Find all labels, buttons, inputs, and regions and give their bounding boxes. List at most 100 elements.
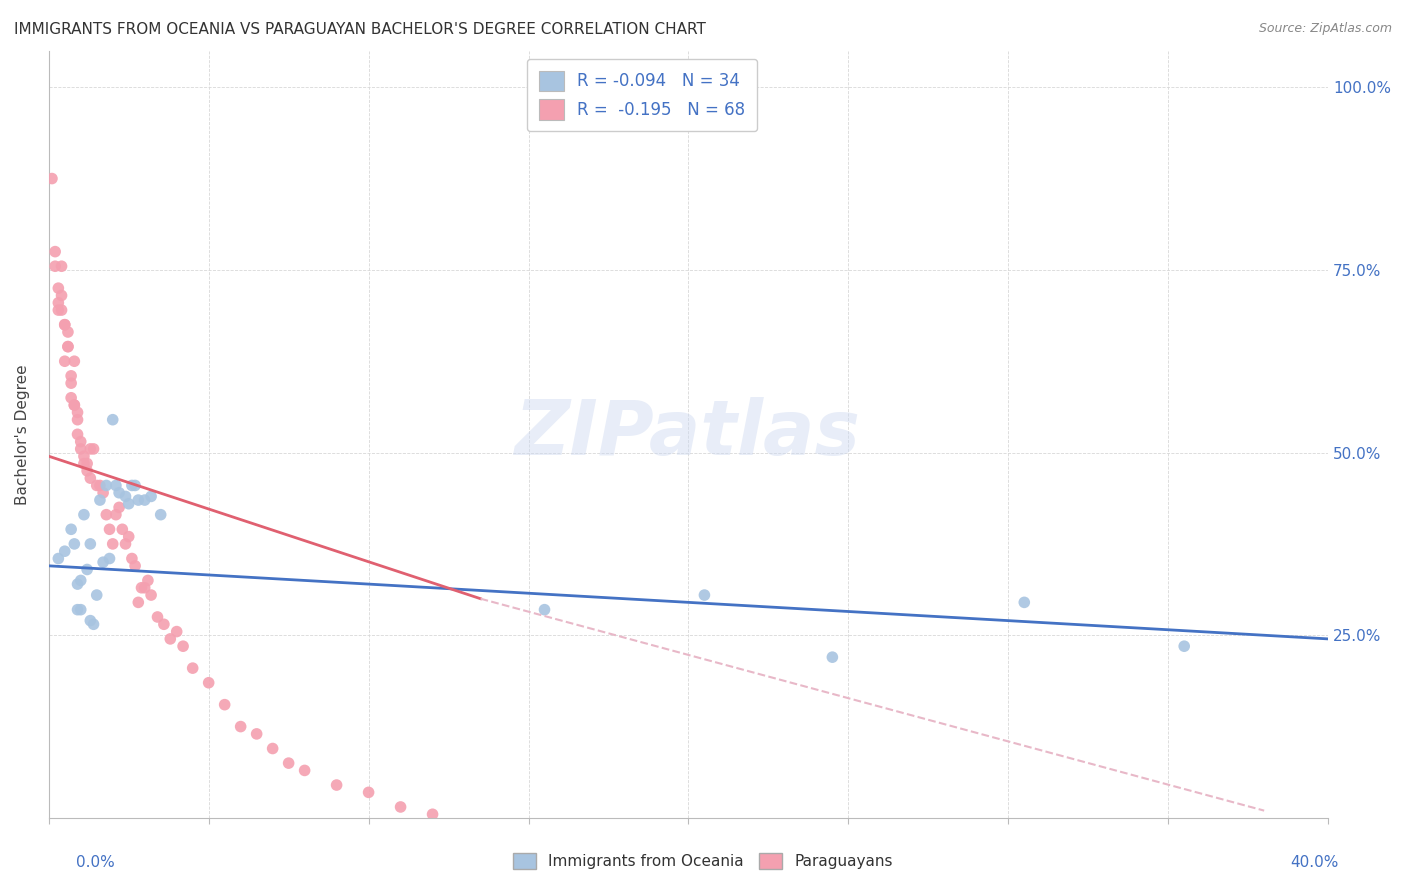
Point: [63, 354, 86, 368]
Point: [104, 478, 127, 492]
Point: [153, 617, 176, 632]
Point: [60, 522, 83, 536]
Point: [51, 303, 73, 318]
Point: [181, 661, 204, 675]
Point: [69, 574, 91, 588]
Legend: Immigrants from Oceania, Paraguayans: Immigrants from Oceania, Paraguayans: [508, 847, 898, 875]
Point: [69, 442, 91, 456]
Point: [91, 555, 114, 569]
Point: [53, 354, 76, 368]
Point: [821, 650, 844, 665]
Point: [63, 398, 86, 412]
Point: [108, 500, 131, 515]
Y-axis label: Bachelor's Degree: Bachelor's Degree: [15, 364, 30, 505]
Point: [44, 244, 66, 259]
Text: IMMIGRANTS FROM OCEANIA VS PARAGUAYAN BACHELOR'S DEGREE CORRELATION CHART: IMMIGRANTS FROM OCEANIA VS PARAGUAYAN BA…: [14, 22, 706, 37]
Point: [134, 493, 156, 508]
Point: [262, 741, 284, 756]
Point: [66, 577, 89, 591]
Point: [91, 485, 114, 500]
Point: [149, 508, 172, 522]
Point: [131, 581, 153, 595]
Point: [246, 727, 269, 741]
Point: [166, 624, 188, 639]
Point: [83, 617, 105, 632]
Point: [1014, 595, 1036, 609]
Point: [389, 800, 412, 814]
Point: [51, 288, 73, 302]
Point: [146, 610, 169, 624]
Text: ZIPatlas: ZIPatlas: [516, 397, 862, 471]
Point: [89, 493, 111, 508]
Point: [86, 478, 108, 492]
Point: [139, 490, 162, 504]
Point: [118, 497, 141, 511]
Point: [108, 485, 131, 500]
Point: [76, 464, 98, 478]
Point: [63, 537, 86, 551]
Point: [41, 171, 63, 186]
Point: [139, 588, 162, 602]
Legend: R = -0.094   N = 34, R =  -0.195   N = 68: R = -0.094 N = 34, R = -0.195 N = 68: [527, 59, 756, 131]
Point: [172, 639, 194, 653]
Point: [121, 551, 143, 566]
Point: [294, 764, 316, 778]
Point: [79, 614, 101, 628]
Point: [104, 508, 127, 522]
Point: [214, 698, 236, 712]
Point: [136, 574, 159, 588]
Text: Source: ZipAtlas.com: Source: ZipAtlas.com: [1258, 22, 1392, 36]
Point: [96, 478, 118, 492]
Point: [66, 413, 89, 427]
Point: [79, 442, 101, 456]
Point: [53, 318, 76, 332]
Point: [60, 368, 83, 383]
Point: [124, 558, 146, 573]
Point: [114, 490, 136, 504]
Point: [66, 602, 89, 616]
Point: [197, 675, 219, 690]
Point: [56, 325, 79, 339]
Point: [114, 537, 136, 551]
Point: [96, 508, 118, 522]
Point: [46, 551, 69, 566]
Point: [693, 588, 716, 602]
Point: [422, 807, 444, 822]
Point: [66, 427, 89, 442]
Text: 40.0%: 40.0%: [1291, 855, 1339, 870]
Point: [98, 551, 121, 566]
Point: [51, 259, 73, 273]
Point: [63, 398, 86, 412]
Point: [83, 442, 105, 456]
Point: [46, 295, 69, 310]
Point: [121, 478, 143, 492]
Point: [46, 281, 69, 295]
Point: [101, 413, 124, 427]
Point: [98, 522, 121, 536]
Point: [229, 720, 252, 734]
Point: [1173, 639, 1195, 653]
Point: [89, 478, 111, 492]
Point: [56, 340, 79, 354]
Point: [118, 530, 141, 544]
Point: [73, 457, 96, 471]
Point: [124, 478, 146, 492]
Point: [69, 602, 91, 616]
Point: [66, 405, 89, 419]
Point: [60, 376, 83, 391]
Point: [53, 318, 76, 332]
Point: [533, 602, 555, 616]
Point: [69, 434, 91, 449]
Point: [86, 588, 108, 602]
Point: [159, 632, 181, 646]
Point: [76, 457, 98, 471]
Point: [79, 537, 101, 551]
Point: [111, 522, 134, 536]
Point: [56, 340, 79, 354]
Text: 0.0%: 0.0%: [76, 855, 115, 870]
Point: [127, 595, 149, 609]
Point: [53, 544, 76, 558]
Point: [79, 471, 101, 485]
Point: [134, 581, 156, 595]
Point: [101, 537, 124, 551]
